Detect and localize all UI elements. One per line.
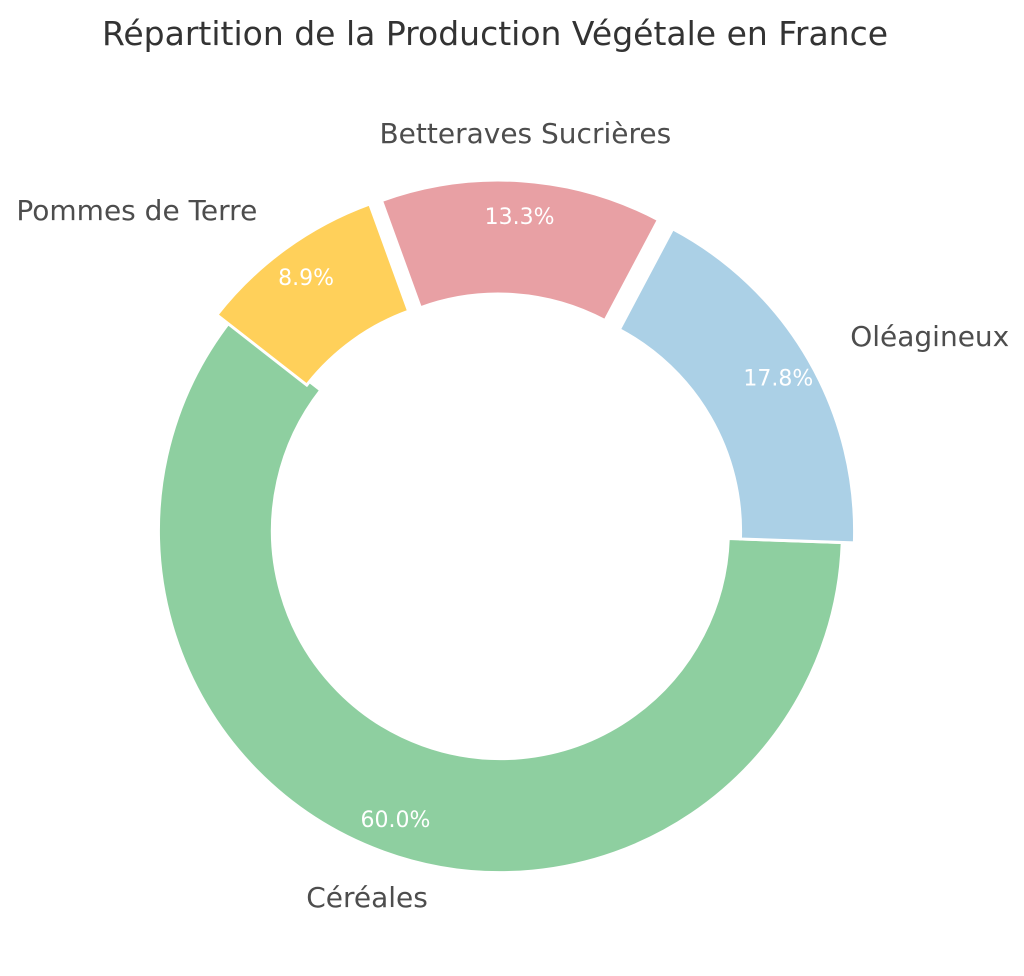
- percent-label: 17.8%: [743, 366, 813, 391]
- percent-label: 13.3%: [485, 205, 555, 230]
- percent-label: 60.0%: [360, 808, 430, 833]
- slice-c-r-ales: [156, 317, 844, 875]
- category-label: Oléagineux: [850, 320, 1009, 353]
- category-label: Céréales: [306, 881, 428, 914]
- slice-betteraves-sucri-res: [379, 178, 661, 323]
- slice-labels: 60.0% Céréales 17.8% Oléagineux 13.3% Bettera…: [16, 117, 1009, 914]
- chart-title: Répartition de la Production Végétale en…: [101, 14, 889, 53]
- category-label: Pommes de Terre: [16, 194, 257, 227]
- donut-slices: [156, 178, 857, 875]
- category-label: Betteraves Sucrières: [379, 117, 671, 150]
- percent-label: 8.9%: [278, 266, 334, 291]
- slice-ol-agineux: [617, 226, 857, 545]
- slice-pommes-de-terre: [214, 202, 411, 388]
